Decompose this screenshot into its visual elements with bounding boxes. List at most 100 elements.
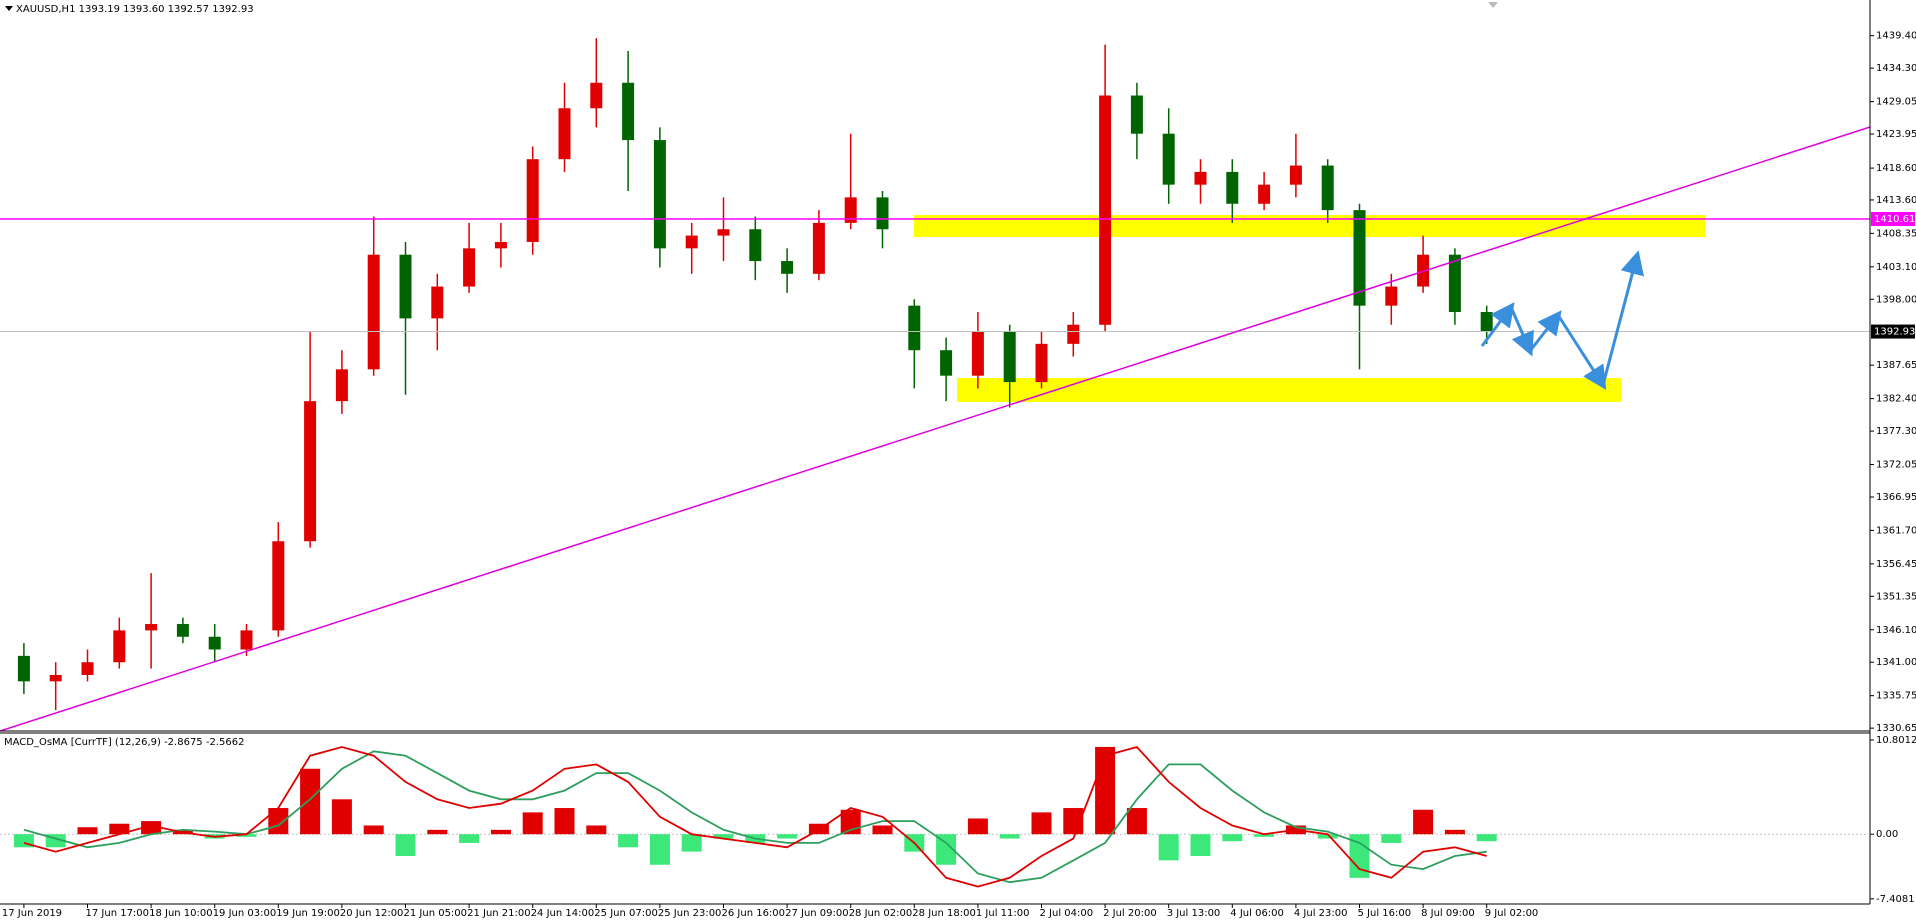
y-tick-label: 1366.95 — [1876, 492, 1916, 503]
candle-body — [622, 82, 635, 141]
histogram-bar — [1254, 834, 1275, 837]
candle-body — [749, 229, 762, 262]
y-tick-label: 1372.05 — [1876, 460, 1916, 471]
price-tag-label: 1410.61 — [1874, 214, 1915, 225]
x-tick-label: 19 Jun 19:00 — [276, 908, 340, 919]
histogram-bar — [363, 825, 384, 835]
candle-body — [240, 630, 253, 650]
histogram-bar — [1190, 834, 1211, 857]
trendline — [0, 126, 1871, 732]
x-tick-label: 18 Jun 10:00 — [149, 908, 213, 919]
histogram-bar — [1158, 834, 1179, 861]
forecast-arrow — [1556, 314, 1607, 391]
x-tick-label: 27 Jun 09:00 — [785, 908, 849, 919]
forecast-arrow — [1601, 250, 1645, 386]
y-tick-label: 1423.95 — [1876, 129, 1916, 140]
x-tick-label: 4 Jul 06:00 — [1230, 908, 1284, 919]
candle-body — [844, 197, 857, 223]
candle-body — [17, 655, 30, 682]
histogram-bar — [713, 834, 734, 839]
y-tick-label: 1418.60 — [1876, 163, 1916, 174]
y-tick-label: 10.8012 — [1876, 735, 1916, 746]
chart-title: XAUUSD,H1 1393.19 1393.60 1392.57 1392.9… — [16, 4, 254, 15]
y-tick-label: 1335.75 — [1876, 691, 1916, 702]
y-tick-label: 1408.35 — [1876, 228, 1916, 239]
x-tick-label: 4 Jul 23:00 — [1294, 908, 1348, 919]
candle-body — [176, 624, 189, 637]
candle-body — [781, 261, 794, 274]
title-icon — [5, 6, 13, 11]
histogram-bar — [1413, 809, 1434, 835]
x-tick-label: 2 Jul 20:00 — [1103, 908, 1157, 919]
histogram-bar — [522, 812, 543, 835]
histogram-bar — [236, 834, 257, 837]
candle-body — [431, 286, 444, 319]
x-tick-label: 28 Jun 18:00 — [912, 908, 976, 919]
candle-body — [1035, 343, 1048, 383]
candle-body — [653, 140, 666, 249]
x-tick-label: 19 Jun 03:00 — [213, 908, 277, 919]
drawings — [914, 215, 1705, 402]
candle-body — [1385, 286, 1398, 306]
y-tick-label: 1330.65 — [1876, 723, 1916, 734]
candle-body — [685, 235, 698, 249]
histogram-bar — [1476, 834, 1497, 842]
y-tick-label: 1382.40 — [1876, 394, 1916, 405]
indicator-title: MACD_OsMA [CurrTF] (12,26,9) -2.8675 -2.… — [4, 737, 244, 748]
histogram-bar — [872, 825, 893, 835]
candle-body — [876, 197, 889, 230]
candle-body — [1194, 171, 1207, 185]
candle-body — [1448, 254, 1461, 313]
price-tag — [1871, 324, 1915, 339]
histogram-bar — [1349, 834, 1370, 878]
y-tick-label: 1341.00 — [1876, 657, 1916, 668]
candle-body — [367, 254, 380, 370]
candle-body — [590, 82, 603, 109]
histogram-bar — [618, 834, 639, 848]
forecast-arrow — [1528, 310, 1562, 352]
candle-body — [145, 624, 158, 631]
x-tick-label: 2 Jul 04:00 — [1040, 908, 1094, 919]
y-tick-label: 1387.65 — [1876, 360, 1916, 371]
histogram-bar — [1317, 834, 1338, 839]
x-tick-label: 25 Jun 23:00 — [658, 908, 722, 919]
histogram-bar — [1222, 834, 1243, 842]
candle-body — [558, 108, 571, 160]
x-tick-label: 28 Jun 02:00 — [849, 908, 913, 919]
histogram-bar — [1031, 812, 1052, 835]
histogram-bar — [1381, 834, 1402, 843]
y-tick-label: 1413.60 — [1876, 195, 1916, 206]
x-tick-label: 5 Jul 16:00 — [1358, 908, 1412, 919]
candle-body — [526, 159, 539, 242]
y-tick-label: 0.00 — [1876, 829, 1898, 840]
candle-body — [940, 350, 953, 376]
y-tick-label: 1439.40 — [1876, 31, 1916, 42]
x-tick-label: 3 Jul 13:00 — [1167, 908, 1221, 919]
histogram-bar — [554, 808, 575, 835]
histogram-bar — [967, 818, 988, 835]
histogram-bar — [1444, 829, 1465, 835]
histogram-bar — [141, 821, 162, 835]
candle-body — [1130, 95, 1143, 134]
x-tick-label: 26 Jun 16:00 — [722, 908, 786, 919]
candle-body — [113, 630, 126, 663]
candle-body — [1226, 171, 1239, 204]
candle-body — [971, 331, 984, 376]
x-tick-label: 8 Jul 09:00 — [1421, 908, 1475, 919]
histogram-bar — [490, 829, 511, 835]
histogram-bar — [268, 808, 289, 835]
histogram-bar — [1095, 746, 1116, 835]
candle-body — [1003, 331, 1016, 383]
y-tick-label: 1351.35 — [1876, 591, 1916, 602]
histogram-bar — [109, 823, 130, 835]
candle-body — [399, 254, 412, 319]
histogram-bar — [427, 829, 448, 835]
candle-body — [335, 369, 348, 402]
x-tick-label: 24 Jun 14:00 — [531, 908, 595, 919]
y-tick-label: 1356.45 — [1876, 559, 1916, 570]
candle-body — [1321, 165, 1334, 211]
drawings-top — [0, 2, 1871, 732]
histogram-bar — [77, 827, 98, 835]
candle-body — [272, 541, 285, 631]
